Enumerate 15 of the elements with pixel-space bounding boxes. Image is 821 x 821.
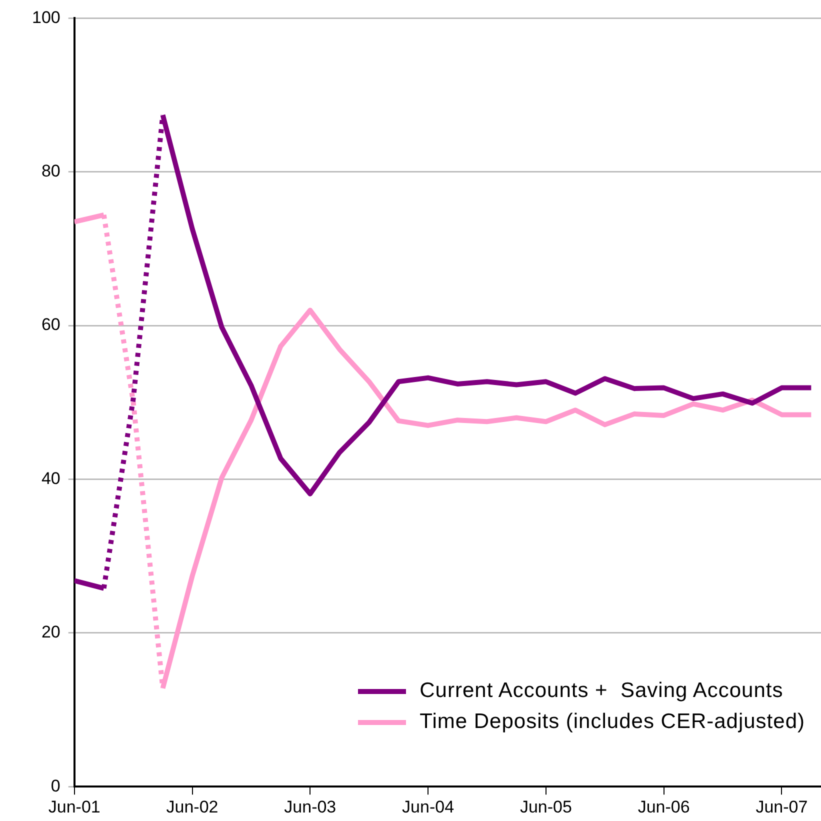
x-tick-label: Jun-02 <box>166 797 218 816</box>
y-tick-label: 20 <box>41 622 60 642</box>
x-tick-label: Jun-04 <box>402 797 454 816</box>
legend-label: Time Deposits (includes CER-adjusted) <box>420 710 805 734</box>
x-tick-label: Jun-07 <box>756 797 808 816</box>
y-tick-label: 40 <box>41 468 60 488</box>
x-tick-label: Jun-05 <box>520 797 572 816</box>
legend-label: Current Accounts + Saving Accounts <box>420 679 784 703</box>
y-tick-label: 80 <box>41 162 60 181</box>
x-tick-label: Jun-03 <box>284 797 336 816</box>
y-tick-label: 60 <box>41 315 60 334</box>
x-tick-label: Jun-06 <box>638 797 690 816</box>
x-tick-label: Jun-01 <box>48 797 100 816</box>
y-tick-label: 100 <box>32 8 60 27</box>
y-tick-label: 0 <box>50 776 60 796</box>
